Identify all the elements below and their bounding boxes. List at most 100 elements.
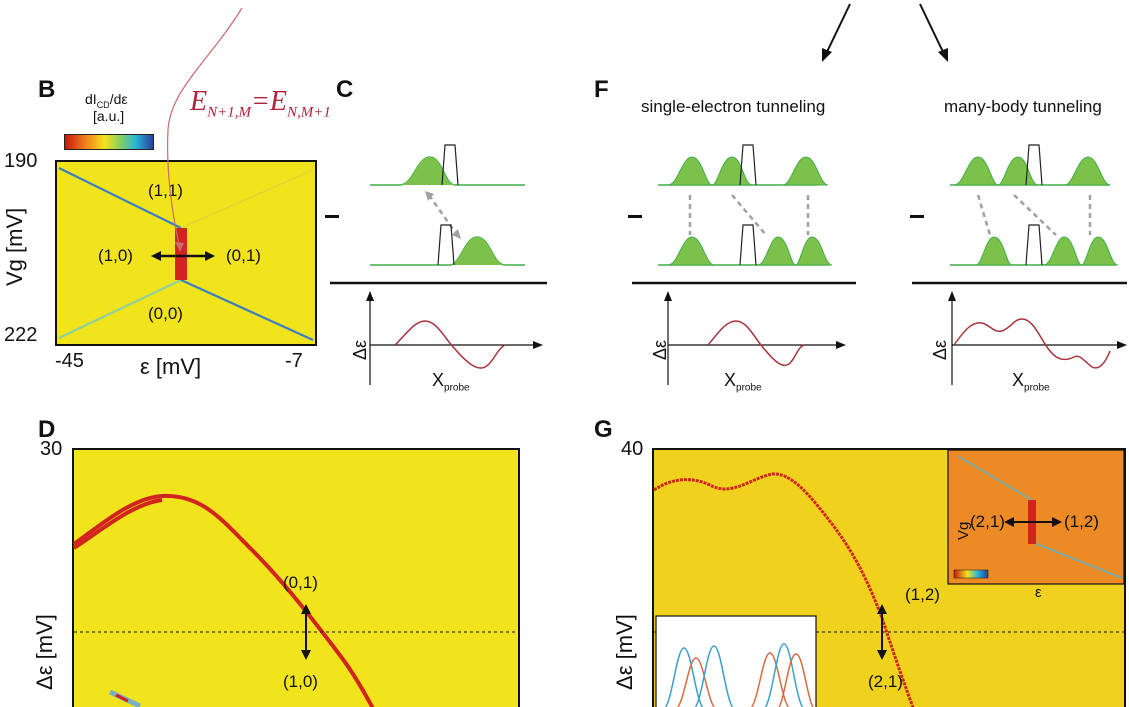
panel-g-trace	[653, 472, 915, 707]
curve	[953, 318, 1111, 369]
region-10: (1,0)	[98, 246, 133, 265]
panel-b-x-left: -45	[55, 350, 84, 372]
panel-d-corner-mark-red	[115, 693, 129, 703]
transfer-arrow	[427, 194, 459, 236]
inset-spectra-box	[655, 615, 817, 707]
panel-d-y-top: 30	[40, 438, 63, 460]
arrow-left-head	[822, 48, 832, 62]
panel-label-c: C	[336, 76, 354, 103]
probe-bottom	[739, 224, 757, 266]
panel-f-left-schematic	[632, 144, 856, 385]
axis-y-head	[948, 291, 956, 301]
panel-d-trace	[72, 493, 375, 707]
panel-b-y-top: 190	[4, 150, 38, 172]
spectra-orange-3	[778, 653, 814, 707]
panel-c-axis-y: Δε	[350, 339, 370, 360]
panel-g-map	[652, 448, 1126, 707]
gaussians-top-left	[667, 156, 753, 186]
arrow-right-head	[938, 48, 948, 62]
probe-bottom	[1025, 224, 1043, 266]
panel-d-bg	[72, 448, 520, 707]
panel-b-y-label: Vg [mV]	[2, 207, 27, 286]
inset-arrow-left	[1004, 517, 1014, 527]
top-arrows	[822, 3, 948, 62]
probe-bottom	[437, 224, 455, 266]
panel-label-d: D	[38, 416, 56, 443]
panel-g-label-top: (1,2)	[905, 585, 940, 604]
gaussian-bottom-1	[667, 236, 715, 266]
gaussian-bottom	[450, 237, 505, 265]
region-01: (0,1)	[226, 246, 261, 265]
panel-g-y-top: 40	[621, 438, 644, 460]
panel-g-arrow-up	[877, 604, 887, 614]
region-11: (1,1)	[148, 181, 183, 200]
panel-f-left-axis-y: Δε	[650, 339, 670, 360]
probe-top	[1025, 144, 1043, 186]
inset-line-lower	[1031, 541, 1123, 579]
panel-b-y-bottom: 222	[4, 324, 38, 346]
arrow-left	[825, 3, 851, 55]
transition-line-upper-left	[58, 167, 182, 229]
spectra-blue-3	[764, 643, 804, 707]
transition-line-lower-right	[180, 278, 314, 342]
arrow-head-right	[205, 251, 215, 261]
panel-c-axis-x: Xprobe	[432, 370, 470, 394]
minus-sign	[325, 215, 339, 218]
colorbar-units: [a.u.]	[93, 108, 125, 124]
gaussians-bottom-2	[1043, 236, 1119, 266]
inset-line-upper	[957, 455, 1033, 501]
inset-x-label: ε	[1035, 584, 1042, 601]
gaussian-bottom-1	[975, 236, 1013, 266]
spectra-blue-1	[664, 647, 704, 707]
panel-label-b: B	[38, 76, 56, 103]
panel-d-y-label: Δε [mV]	[32, 614, 57, 690]
transition-line-lower-left	[58, 279, 182, 339]
inset-label-right: (1,2)	[1064, 512, 1099, 531]
inset-label-left: (2,1)	[970, 512, 1005, 531]
spectra-orange-1	[676, 657, 716, 707]
axis-y-head	[366, 291, 374, 301]
arrow-2	[731, 194, 767, 236]
spectra-blue-2	[694, 645, 734, 707]
panel-d-trace-thick	[72, 498, 163, 550]
panel-f-right-axis-y: Δε	[930, 339, 950, 360]
axis-y-head	[664, 291, 672, 301]
gaussians-bottom-2	[757, 236, 833, 266]
panel-f-right-axis-x: Xprobe	[1012, 370, 1050, 394]
equation: EN+1,M=EN,M+1	[190, 86, 331, 121]
minus-sign-f-left	[628, 215, 642, 218]
panel-b-x-right: -7	[285, 350, 303, 372]
gaussians-top-left	[953, 156, 1039, 186]
panel-d-map	[72, 448, 520, 707]
colorbar-label: dICD/dε	[85, 91, 128, 110]
region-00: (0,0)	[148, 304, 183, 323]
arrow-head-left	[151, 251, 161, 261]
gaussian-top	[400, 157, 455, 185]
gaussian-top-right	[1064, 156, 1111, 186]
arrow-right	[919, 3, 945, 55]
panel-label-f: F	[594, 76, 609, 103]
panel-b-map	[55, 160, 317, 346]
inset-arrow-right	[1052, 517, 1062, 527]
probe-top	[441, 144, 459, 186]
inset-y-label: Vg	[955, 521, 972, 540]
panel-c-schematic	[330, 144, 547, 385]
spectra-orange-2	[750, 652, 790, 707]
axis-x-head	[533, 341, 543, 349]
pointer-arrow	[167, 7, 243, 252]
panel-d-arrow-down	[301, 650, 311, 660]
axis-x-head	[1117, 341, 1127, 349]
panel-b-x-label: ε [mV]	[140, 354, 202, 379]
panel-g-arrow-down	[877, 650, 887, 660]
panel-d-label-top: (0,1)	[283, 573, 318, 592]
transition-line-upper-right	[180, 169, 314, 229]
panel-g-y-label: Δε [mV]	[612, 614, 637, 690]
panel-d-arrow-up	[301, 604, 311, 614]
arrow-2	[1013, 194, 1057, 236]
axis-x-head	[836, 341, 846, 349]
transfer-arrow-head-bottom	[452, 229, 461, 239]
gaussian-top-right	[782, 156, 829, 186]
panel-f-left-axis-x: Xprobe	[724, 370, 762, 394]
curve	[394, 320, 506, 369]
probe-top	[739, 144, 757, 186]
